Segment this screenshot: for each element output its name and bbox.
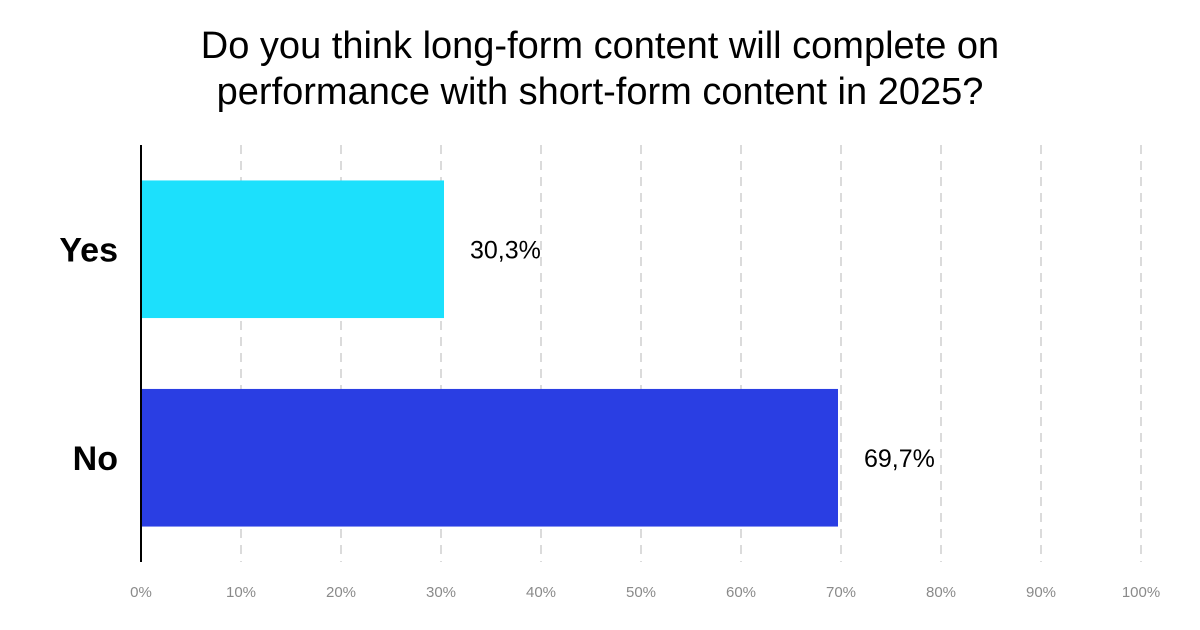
data-label-yes: 30,3% (470, 236, 541, 264)
data-labels: 30,3% 69,7% (470, 236, 935, 473)
x-tick-label: 10% (226, 584, 256, 601)
x-tick-label: 100% (1122, 584, 1160, 601)
x-axis-tick-labels: 0% 10% 20% 30% 40% 50% 60% 70% 80% 90% 100% (130, 584, 1160, 601)
x-tick-label: 70% (826, 584, 856, 601)
chart-title-line-1: Do you think long-form content will comp… (201, 25, 999, 67)
category-label-yes: Yes (59, 231, 118, 269)
x-tick-label: 80% (926, 584, 956, 601)
bar-yes (141, 180, 444, 319)
x-tick-label: 20% (326, 584, 356, 601)
x-tick-label: 40% (526, 584, 556, 601)
category-label-no: No (73, 440, 118, 478)
x-tick-label: 60% (726, 584, 756, 601)
bars (141, 180, 838, 527)
data-label-no: 69,7% (864, 445, 935, 473)
x-tick-label: 0% (130, 584, 152, 601)
x-tick-label: 90% (1026, 584, 1056, 601)
bar-no (141, 388, 838, 527)
x-tick-label: 50% (626, 584, 656, 601)
x-tick-label: 30% (426, 584, 456, 601)
chart-title-line-2: performance with short-form content in 2… (217, 71, 984, 113)
gridlines (240, 145, 1142, 562)
category-labels: Yes No (59, 231, 118, 478)
